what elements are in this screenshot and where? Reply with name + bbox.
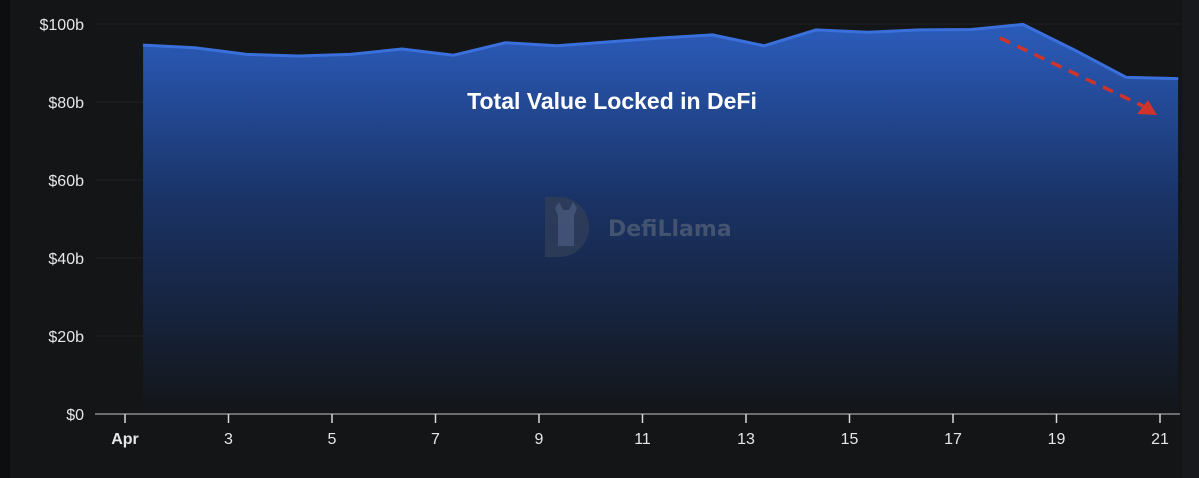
y-tick-label: $40b bbox=[48, 251, 84, 268]
x-tick-label: Apr bbox=[111, 431, 139, 448]
x-tick-label: 19 bbox=[1048, 431, 1066, 448]
x-tick-label: 7 bbox=[431, 431, 440, 448]
x-tick-label: 9 bbox=[535, 431, 544, 448]
y-tick-label: $80b bbox=[48, 95, 84, 112]
chart-title: Total Value Locked in DeFi bbox=[467, 88, 757, 114]
tvl-line bbox=[143, 22, 1179, 81]
defillama-watermark: DefiLlama bbox=[545, 197, 732, 257]
x-tick-label: 17 bbox=[944, 431, 962, 448]
x-axis: Apr 3 5 7 9 11 13 15 17 19 21 bbox=[95, 413, 1180, 448]
x-tick-label: 13 bbox=[737, 431, 755, 448]
x-tick-label: 21 bbox=[1151, 431, 1169, 448]
y-tick-label: $0 bbox=[66, 407, 84, 424]
x-tick-label: 15 bbox=[841, 431, 859, 448]
y-tick-label: $60b bbox=[48, 173, 84, 190]
tvl-area bbox=[143, 24, 1179, 415]
y-tick-label: $20b bbox=[48, 329, 84, 346]
x-tick-label: 5 bbox=[328, 431, 337, 448]
trend-arrow bbox=[999, 36, 1157, 115]
left-border bbox=[0, 0, 10, 478]
watermark-text: DefiLlama bbox=[608, 217, 732, 242]
y-tick-label: $100b bbox=[40, 17, 85, 34]
x-tick-label: 11 bbox=[634, 431, 651, 448]
y-axis: $0 $20b $40b $60b $80b $100b bbox=[40, 17, 85, 424]
x-tick-label: 3 bbox=[224, 431, 233, 448]
right-border bbox=[1182, 0, 1199, 478]
